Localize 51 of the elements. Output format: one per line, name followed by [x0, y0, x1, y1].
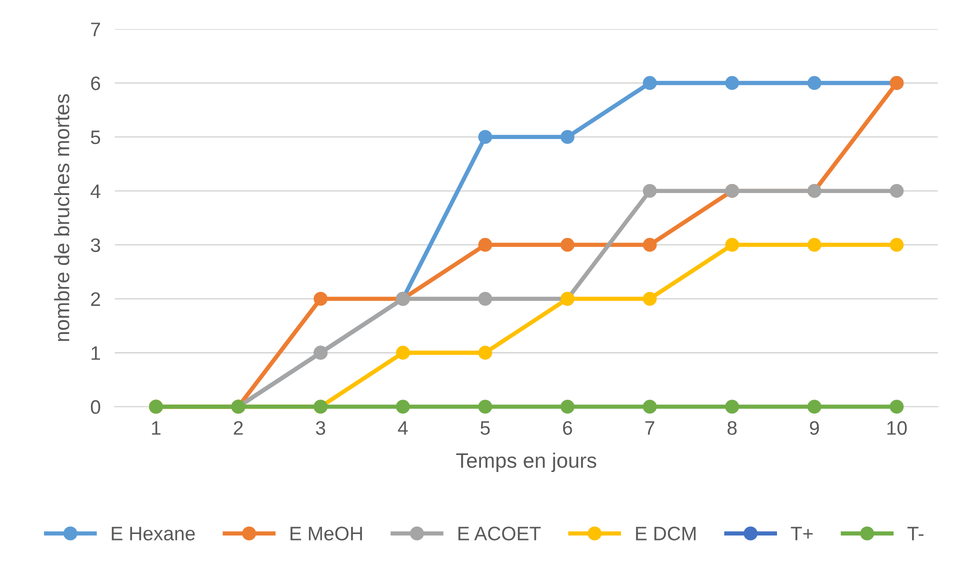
point — [478, 238, 492, 252]
point — [807, 400, 822, 414]
legend-label: E Hexane — [112, 526, 195, 540]
point — [725, 238, 740, 252]
x-tick-label: 10 — [887, 421, 907, 435]
point — [560, 238, 574, 252]
y-tick-label: 4 — [90, 184, 100, 198]
y-tick-label: 6 — [91, 76, 100, 90]
y-tick-label: 2 — [91, 292, 100, 306]
x-tick-label: 2 — [234, 421, 243, 435]
point — [642, 400, 657, 414]
x-axis-title: Temps en jours — [456, 452, 596, 472]
point — [642, 184, 657, 198]
y-tick-label: 0 — [90, 400, 100, 414]
x-tick-label: 7 — [645, 421, 654, 435]
point — [396, 346, 410, 360]
point — [560, 130, 574, 144]
x-tick-label: 9 — [810, 421, 819, 435]
legend-label: E DCM — [636, 526, 696, 540]
point — [478, 130, 492, 144]
legend-label: E ACOET — [458, 526, 541, 540]
y-axis-title: nombre de bruches mortes — [54, 94, 70, 341]
x-tick-label: 4 — [398, 421, 408, 435]
point — [890, 238, 904, 252]
x-tick-label: 5 — [480, 421, 490, 435]
point — [642, 76, 657, 90]
x-tick-label: 1 — [152, 421, 160, 435]
point — [890, 184, 904, 198]
point — [725, 76, 740, 90]
y-tick-label: 3 — [90, 238, 100, 252]
point — [314, 292, 328, 306]
point — [890, 400, 904, 414]
y-tick-label: 7 — [91, 22, 100, 36]
point — [560, 400, 574, 414]
point — [396, 400, 410, 414]
x-tick-label: 6 — [563, 421, 572, 435]
legend-label: E MeOH — [290, 526, 362, 540]
y-tick-label: 5 — [90, 130, 100, 144]
point — [725, 400, 740, 414]
point — [478, 292, 492, 306]
y-tick-label: 1 — [92, 346, 100, 360]
point — [478, 346, 492, 360]
legend-label: T+ — [790, 526, 813, 540]
x-tick-label: 8 — [728, 421, 737, 435]
point — [807, 238, 822, 252]
point — [642, 238, 657, 252]
x-tick-label: 3 — [316, 421, 326, 435]
point — [807, 76, 822, 90]
point — [642, 292, 657, 306]
point — [478, 400, 492, 414]
legend-label: T- — [907, 526, 924, 540]
